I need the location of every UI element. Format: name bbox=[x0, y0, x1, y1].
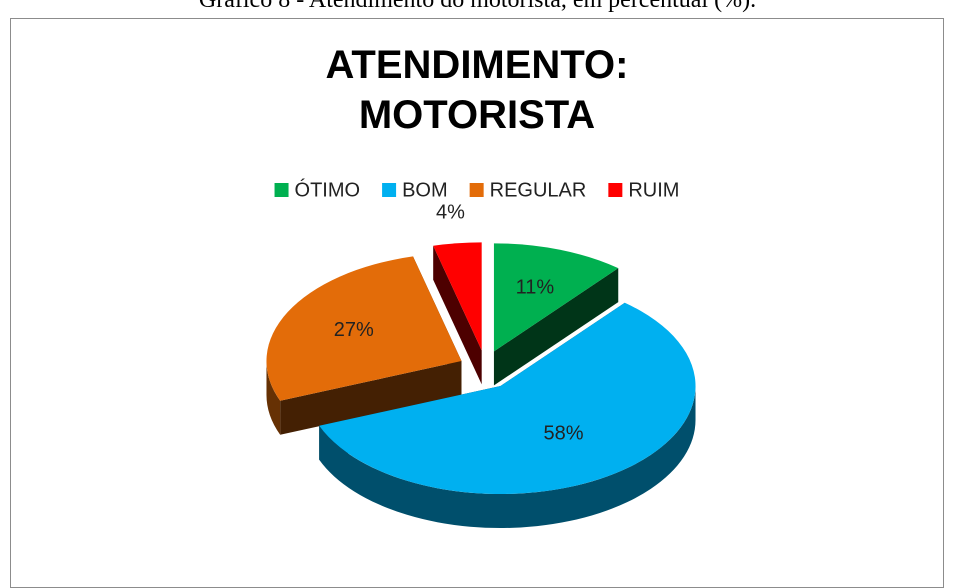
slice-side bbox=[266, 361, 281, 435]
slice-top bbox=[319, 302, 696, 495]
slice-cut-wall bbox=[280, 361, 462, 435]
legend-label: ÓTIMO bbox=[295, 178, 361, 201]
slice bbox=[266, 256, 462, 435]
caption: Gráfico 8 - Atendimento do motorista, em… bbox=[198, 0, 757, 13]
slice bbox=[493, 243, 619, 386]
slice-top bbox=[433, 242, 482, 351]
data-label: 58% bbox=[544, 422, 584, 444]
data-label: 4% bbox=[436, 201, 465, 223]
slice-cut-wall bbox=[433, 245, 482, 385]
slice-side bbox=[319, 386, 696, 529]
legend-swatch bbox=[274, 183, 289, 197]
page: Gráfico 8 - Atendimento do motorista, em… bbox=[10, 0, 944, 588]
legend-swatch bbox=[608, 183, 623, 197]
data-label: 27% bbox=[334, 319, 374, 341]
slice bbox=[319, 302, 696, 529]
slice bbox=[433, 242, 482, 385]
legend-label: REGULAR bbox=[490, 179, 587, 201]
legend-swatch bbox=[469, 183, 484, 197]
legend-label: BOM bbox=[402, 179, 448, 201]
chart: ÓTIMO BOM REGULAR RUIM 11% 58% 27% 4% bbox=[266, 178, 696, 529]
slice-top bbox=[266, 256, 462, 401]
data-label: 11% bbox=[516, 277, 555, 299]
slice-top bbox=[493, 243, 619, 352]
chart-title: ATENDIMENTO: MOTORISTA bbox=[325, 43, 629, 137]
legend-label: RUIM bbox=[628, 179, 679, 201]
slice-cut-wall bbox=[493, 268, 619, 386]
legend-swatch bbox=[382, 183, 397, 197]
